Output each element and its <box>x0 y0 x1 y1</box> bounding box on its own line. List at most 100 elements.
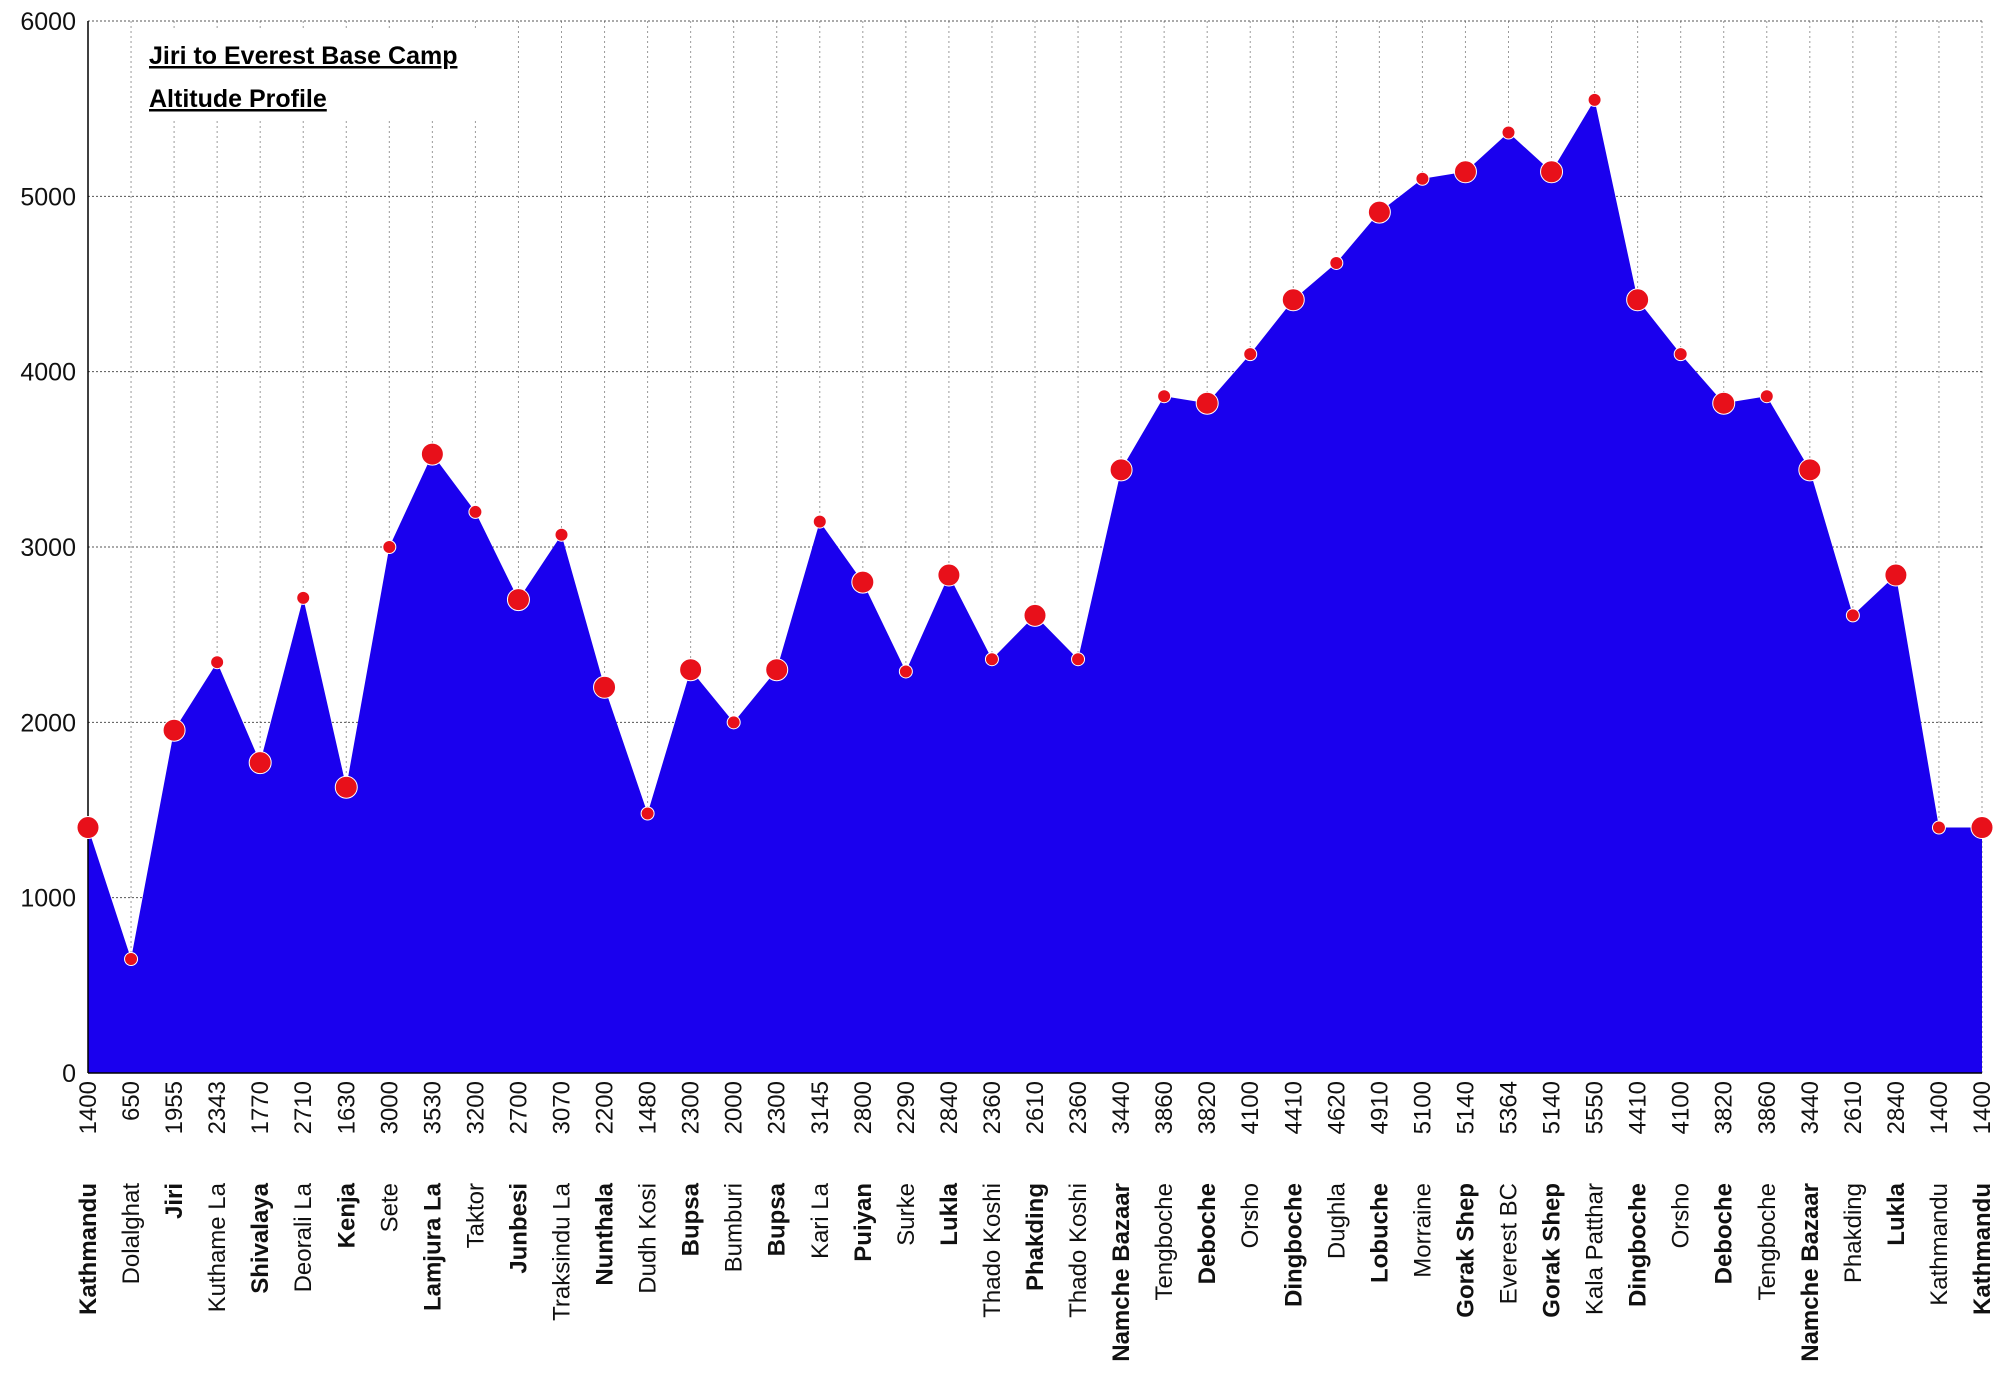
x-place-label: Kenja <box>333 1182 360 1248</box>
x-value-label: 1400 <box>1926 1081 1953 1134</box>
waypoint-marker <box>1501 125 1516 140</box>
stop-marker <box>679 658 703 682</box>
stop-marker <box>334 775 358 799</box>
x-value-label: 1630 <box>333 1081 360 1134</box>
x-place-label: Shivalaya <box>247 1182 274 1293</box>
x-value-label: 3145 <box>807 1081 834 1134</box>
x-place-label: Everest BC <box>1496 1183 1523 1304</box>
stop-marker <box>1195 391 1219 415</box>
waypoint-marker <box>812 514 827 529</box>
x-value-label: 2610 <box>1840 1081 1867 1134</box>
x-value-label: 1770 <box>247 1081 274 1134</box>
x-place-label: Deboche <box>1194 1183 1221 1284</box>
x-place-label: Gorak Shep <box>1539 1183 1566 1318</box>
x-place-label: Kuthame La <box>204 1182 231 1312</box>
x-value-label: 1400 <box>75 1081 102 1134</box>
x-place-label: Thado Koshi <box>979 1183 1006 1318</box>
x-value-label: 3070 <box>549 1081 576 1134</box>
stop-marker <box>506 588 530 612</box>
x-value-label: 3440 <box>1108 1081 1135 1134</box>
x-place-label: Jiri <box>161 1183 188 1219</box>
x-value-label: 1400 <box>1969 1081 1996 1134</box>
x-place-label: Lobuche <box>1366 1183 1393 1283</box>
y-tick-label: 3000 <box>20 534 76 562</box>
x-place-label: Kathmandu <box>1969 1183 1996 1315</box>
stop-marker <box>1109 458 1133 482</box>
x-value-label: 2000 <box>721 1081 748 1134</box>
stop-marker <box>162 718 186 742</box>
x-value-label: 2840 <box>1883 1081 1910 1134</box>
x-value-label: 5100 <box>1409 1081 1436 1134</box>
chart-subtitle: Altitude Profile <box>149 85 327 113</box>
x-value-label: 2610 <box>1022 1081 1049 1134</box>
x-place-label: Sete <box>376 1183 403 1232</box>
x-place-label: Bupsa <box>678 1182 705 1256</box>
waypoint-marker <box>1243 347 1258 362</box>
stop-marker <box>937 563 961 587</box>
x-value-label: 3860 <box>1754 1081 1781 1134</box>
x-place-label: Lukla <box>936 1182 963 1245</box>
waypoint-marker <box>1587 92 1602 107</box>
stop-marker <box>1712 391 1736 415</box>
x-place-label: Tengboche <box>1754 1183 1781 1300</box>
y-tick-label: 4000 <box>20 359 76 387</box>
waypoint-marker <box>210 655 225 670</box>
x-place-label: Tengboche <box>1151 1183 1178 1300</box>
x-value-label: 3000 <box>376 1081 403 1134</box>
x-place-label: Lamjura La <box>419 1182 446 1311</box>
x-value-label: 2300 <box>678 1081 705 1134</box>
x-place-label: Nunthala <box>592 1182 619 1285</box>
axes <box>87 21 1982 1074</box>
x-value-label: 2700 <box>505 1081 532 1134</box>
x-value-label: 3820 <box>1194 1081 1221 1134</box>
x-place-label: Morraine <box>1409 1183 1436 1278</box>
x-value-label: 4100 <box>1668 1081 1695 1134</box>
waypoint-marker <box>1329 255 1344 270</box>
stop-marker <box>1023 603 1047 627</box>
x-value-label: 5550 <box>1582 1081 1609 1134</box>
waypoint-marker <box>726 715 741 730</box>
y-tick-label: 1000 <box>20 885 76 913</box>
x-place-label: Orsho <box>1237 1183 1264 1248</box>
y-tick-label: 0 <box>62 1060 76 1088</box>
x-value-label: 2710 <box>290 1081 317 1134</box>
stop-marker <box>76 816 100 840</box>
waypoint-marker <box>382 540 397 554</box>
x-value-label: 4620 <box>1323 1081 1350 1134</box>
x-value-label: 4410 <box>1625 1081 1652 1134</box>
x-value-label: 2360 <box>1065 1081 1092 1134</box>
x-value-label: 2300 <box>764 1081 791 1134</box>
stop-marker <box>1453 160 1477 184</box>
x-value-label: 2360 <box>979 1081 1006 1134</box>
x-place-label: Kari La <box>807 1182 834 1259</box>
x-place-label: Dudh Kosi <box>635 1183 662 1294</box>
x-value-label: 4410 <box>1280 1081 1307 1134</box>
x-value-label: 5140 <box>1539 1081 1566 1134</box>
x-place-label: Deorali La <box>290 1182 317 1292</box>
x-place-label: Bupsa <box>764 1182 791 1256</box>
waypoint-marker <box>1759 389 1774 404</box>
stop-marker <box>1540 160 1564 184</box>
waypoint-marker <box>898 664 913 679</box>
stop-marker <box>1367 200 1391 224</box>
x-place-label: Surke <box>893 1183 920 1246</box>
stop-marker <box>593 675 617 699</box>
waypoint-marker <box>124 952 139 967</box>
x-place-label: Kathmandu <box>1926 1183 1953 1306</box>
x-place-label: Dingboche <box>1280 1183 1307 1307</box>
x-place-label: Deboche <box>1711 1183 1738 1284</box>
waypoint-marker <box>554 527 569 542</box>
stop-marker <box>1884 563 1908 587</box>
waypoint-marker <box>1673 347 1688 362</box>
y-tick-label: 6000 <box>20 8 76 36</box>
stop-marker <box>851 570 875 594</box>
x-value-label: 3440 <box>1797 1081 1824 1134</box>
x-value-label: 1480 <box>635 1081 662 1134</box>
x-place-label: Dughla <box>1323 1182 1350 1259</box>
y-tick-label: 2000 <box>20 709 76 737</box>
waypoint-marker <box>984 652 999 667</box>
y-tick-labels: 0 1000 2000 3000 4000 5000 6000 <box>20 8 76 1088</box>
stop-marker <box>1281 288 1305 312</box>
x-place-label: Kathmandu <box>75 1183 102 1315</box>
